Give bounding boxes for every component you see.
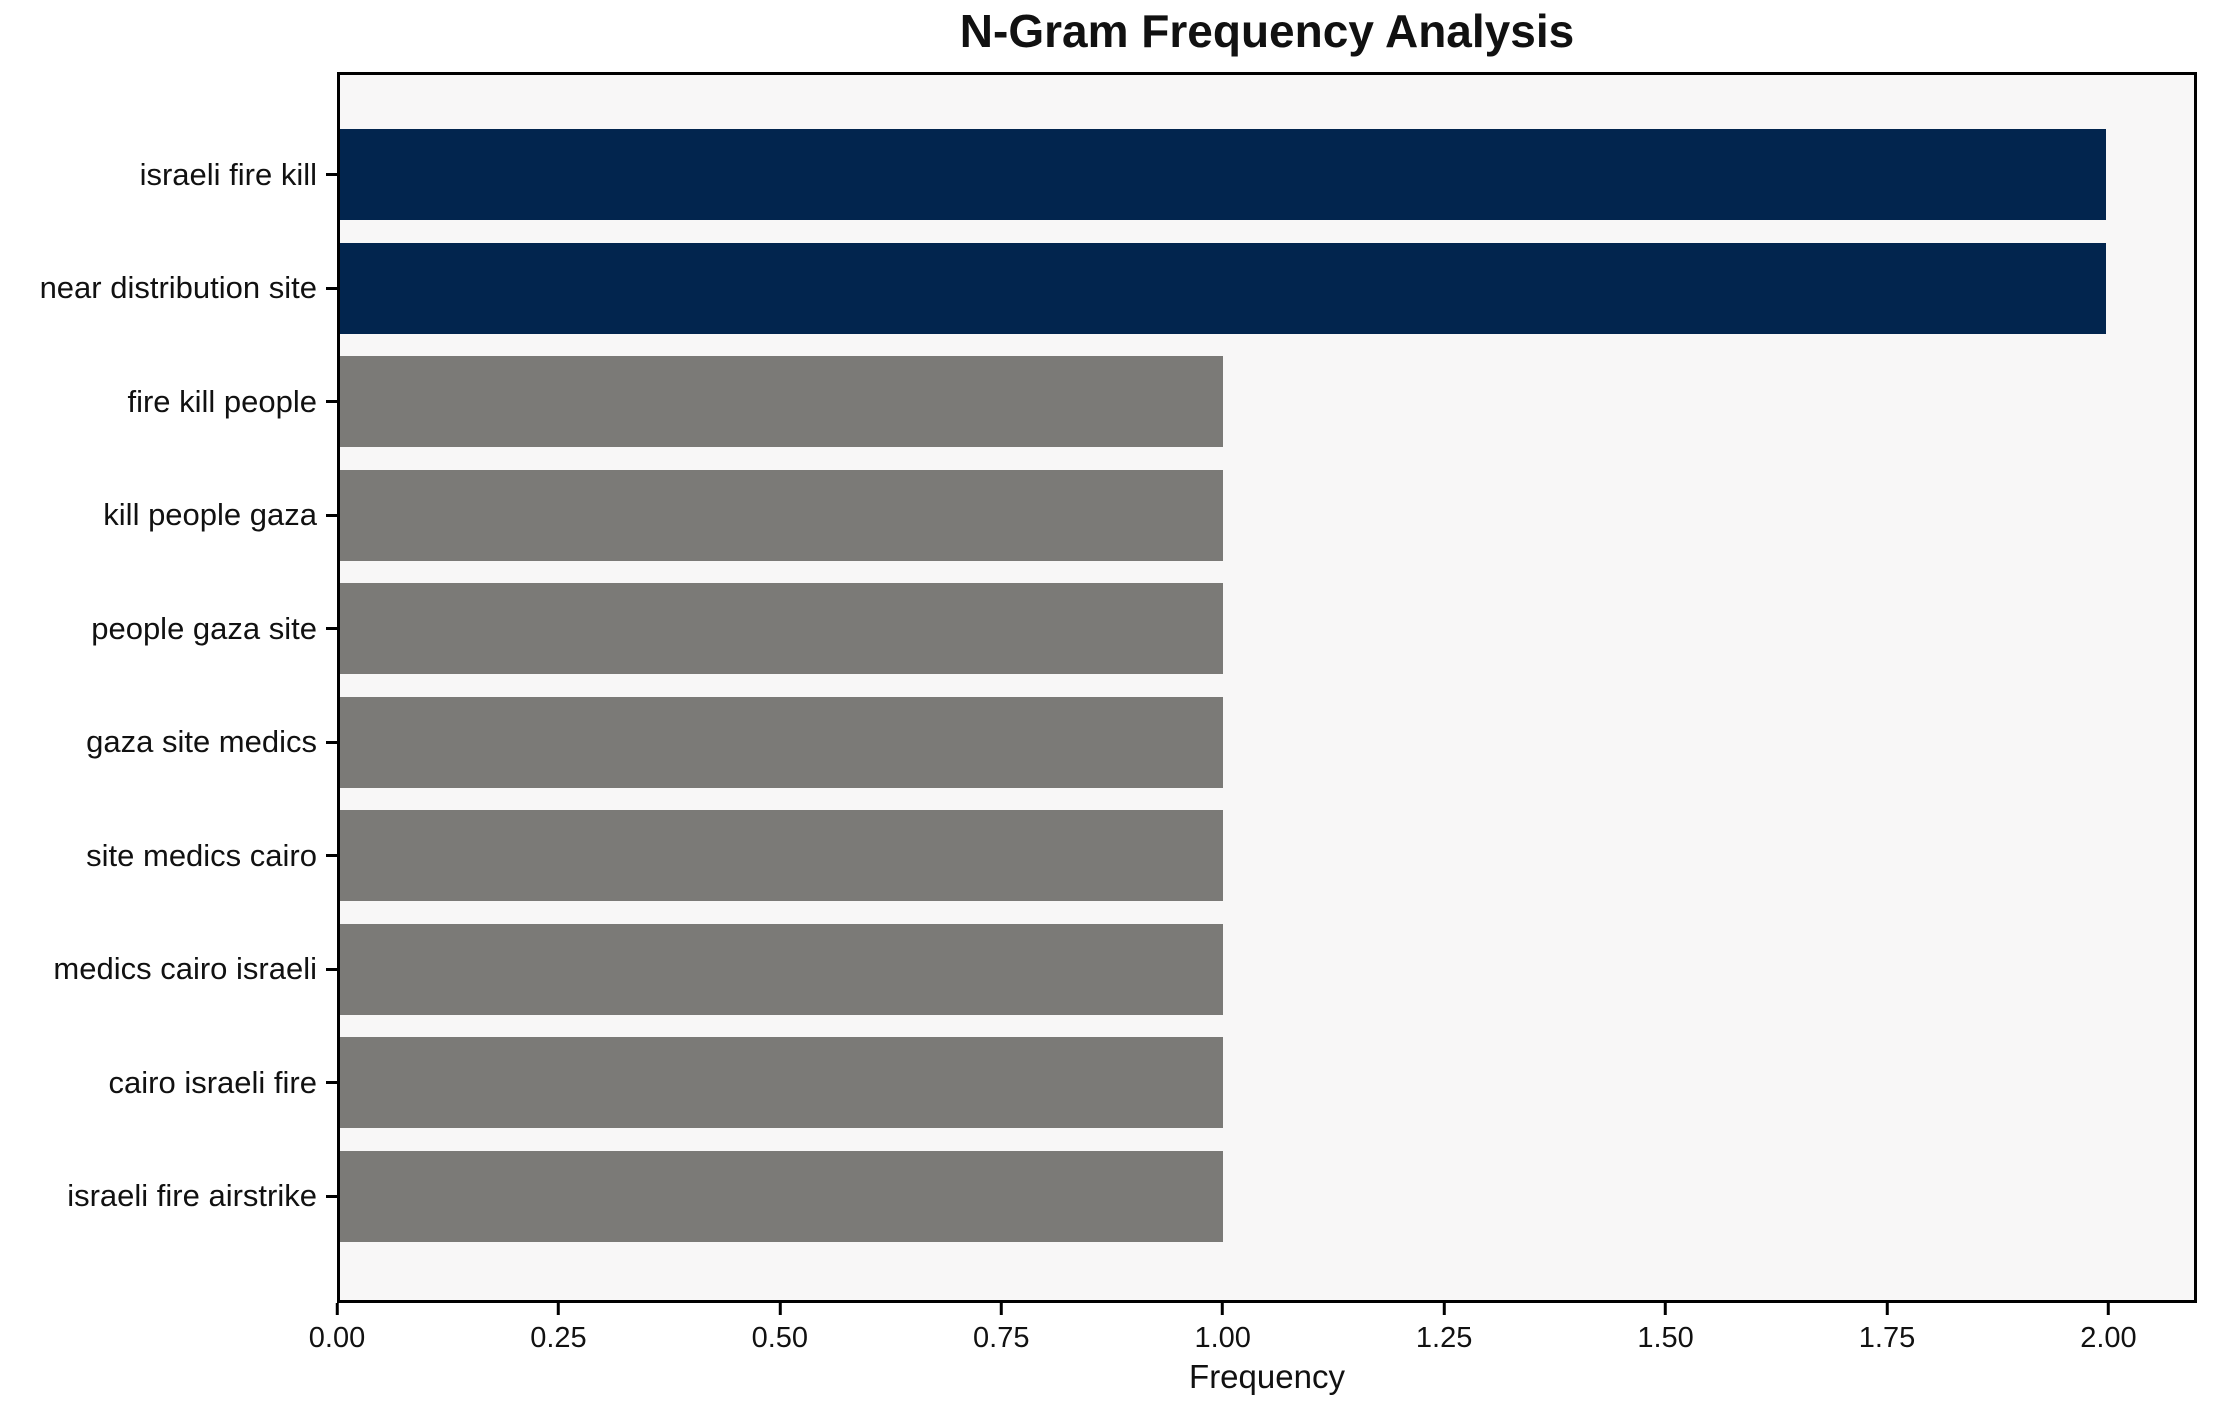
- bar-row: [340, 1150, 2194, 1242]
- y-tick-label: medics cairo israeli: [53, 951, 317, 986]
- x-tick-mark: [999, 1303, 1003, 1315]
- y-tick-mark: [326, 173, 337, 176]
- y-tick-label: israeli fire kill: [139, 156, 317, 192]
- x-tick: 1.75: [1859, 1303, 1915, 1355]
- y-tick-mark: [326, 513, 337, 517]
- y-tick-label: cairo israeli fire: [108, 1064, 317, 1100]
- bar-row: [340, 923, 2194, 1015]
- bar: [340, 1150, 1223, 1242]
- x-tick: 0.50: [752, 1303, 808, 1355]
- x-tick-mark: [778, 1303, 782, 1315]
- y-tick-label: israeli fire airstrike: [67, 1178, 317, 1213]
- bar: [340, 923, 1223, 1015]
- plot-area: [337, 72, 2197, 1303]
- y-axis-labels: israeli fire kill near distribution site f…: [0, 72, 337, 1303]
- y-tick-row: site medics cairo: [0, 810, 337, 901]
- bar: [340, 583, 1223, 674]
- y-tick-row: gaza site medics: [0, 697, 337, 788]
- y-tick-row: israeli fire airstrike: [0, 1151, 337, 1242]
- bar: [340, 696, 1223, 788]
- y-tick-mark: [326, 627, 337, 630]
- x-tick-label: 0.75: [973, 1322, 1030, 1354]
- bar-row: [340, 810, 2194, 901]
- x-tick-mark: [556, 1303, 560, 1315]
- y-tick-row: israeli fire kill: [0, 129, 337, 220]
- y-tick-row: near distribution site: [0, 243, 337, 334]
- bar-row: [340, 1037, 2194, 1128]
- bar: [340, 242, 2106, 334]
- x-tick: 0.75: [973, 1303, 1030, 1355]
- x-tick: 0.25: [530, 1303, 587, 1355]
- bar: [340, 469, 1223, 561]
- y-tick-mark: [326, 740, 337, 744]
- bar-row: [340, 356, 2194, 447]
- bar: [340, 129, 2106, 220]
- x-tick-mark: [1221, 1303, 1225, 1315]
- bar-row: [340, 696, 2194, 788]
- y-tick-row: fire kill people: [0, 356, 337, 447]
- x-tick-mark: [1885, 1303, 1889, 1315]
- y-tick-row: medics cairo israeli: [0, 924, 337, 1015]
- bar: [340, 356, 1223, 447]
- x-tick-label: 0.50: [751, 1322, 809, 1354]
- chart-title: N-Gram Frequency Analysis: [959, 5, 1575, 57]
- y-tick-row: cairo israeli fire: [0, 1037, 337, 1128]
- x-tick: 2.00: [2080, 1303, 2137, 1355]
- x-tick-label: 0.00: [308, 1322, 366, 1354]
- y-tick-mark: [326, 1194, 337, 1198]
- x-tick: 0.00: [309, 1303, 365, 1355]
- bar: [340, 1037, 1223, 1128]
- y-tick-mark: [326, 854, 337, 857]
- bar-row: [340, 469, 2194, 561]
- x-axis-title: Frequency: [1189, 1358, 1345, 1395]
- x-tick-label: 1.00: [1194, 1322, 1251, 1354]
- x-tick-label: 0.25: [530, 1322, 587, 1354]
- bar-row: [340, 129, 2194, 220]
- y-tick-mark: [326, 400, 337, 403]
- x-tick-label: 2.00: [2080, 1322, 2137, 1354]
- x-tick-mark: [1442, 1303, 1446, 1315]
- y-tick-row: people gaza site: [0, 583, 337, 674]
- bars-container: [340, 129, 2194, 1242]
- y-tick-mark: [326, 1081, 337, 1084]
- x-tick-label: 1.75: [1858, 1322, 1916, 1354]
- y-tick-label: gaza site medics: [86, 724, 317, 759]
- bar: [340, 810, 1223, 901]
- x-tick: 1.50: [1637, 1303, 1694, 1355]
- y-tick-label: kill people gaza: [103, 497, 317, 532]
- x-axis: 0.00 0.25 0.50 0.75 1.00 1.25 1.50 1.75 2.00: [309, 1303, 2197, 1383]
- y-tick-label: site medics cairo: [86, 837, 317, 873]
- x-tick-label: 1.50: [1637, 1322, 1694, 1354]
- y-tick-mark: [326, 967, 337, 971]
- x-tick-label: 1.25: [1415, 1322, 1473, 1354]
- bar-row: [340, 583, 2194, 674]
- y-tick-label: fire kill people: [127, 383, 317, 419]
- x-tick-mark: [335, 1303, 339, 1315]
- y-tick-label: near distribution site: [39, 270, 317, 305]
- x-tick: 1.00: [1194, 1303, 1251, 1355]
- x-tick-mark: [1664, 1303, 1668, 1315]
- y-tick-row: kill people gaza: [0, 470, 337, 561]
- x-tick-mark: [2106, 1303, 2110, 1315]
- y-tick-label: people gaza site: [91, 610, 317, 646]
- y-tick-mark: [326, 286, 337, 290]
- bar-row: [340, 242, 2194, 334]
- x-tick: 1.25: [1416, 1303, 1472, 1355]
